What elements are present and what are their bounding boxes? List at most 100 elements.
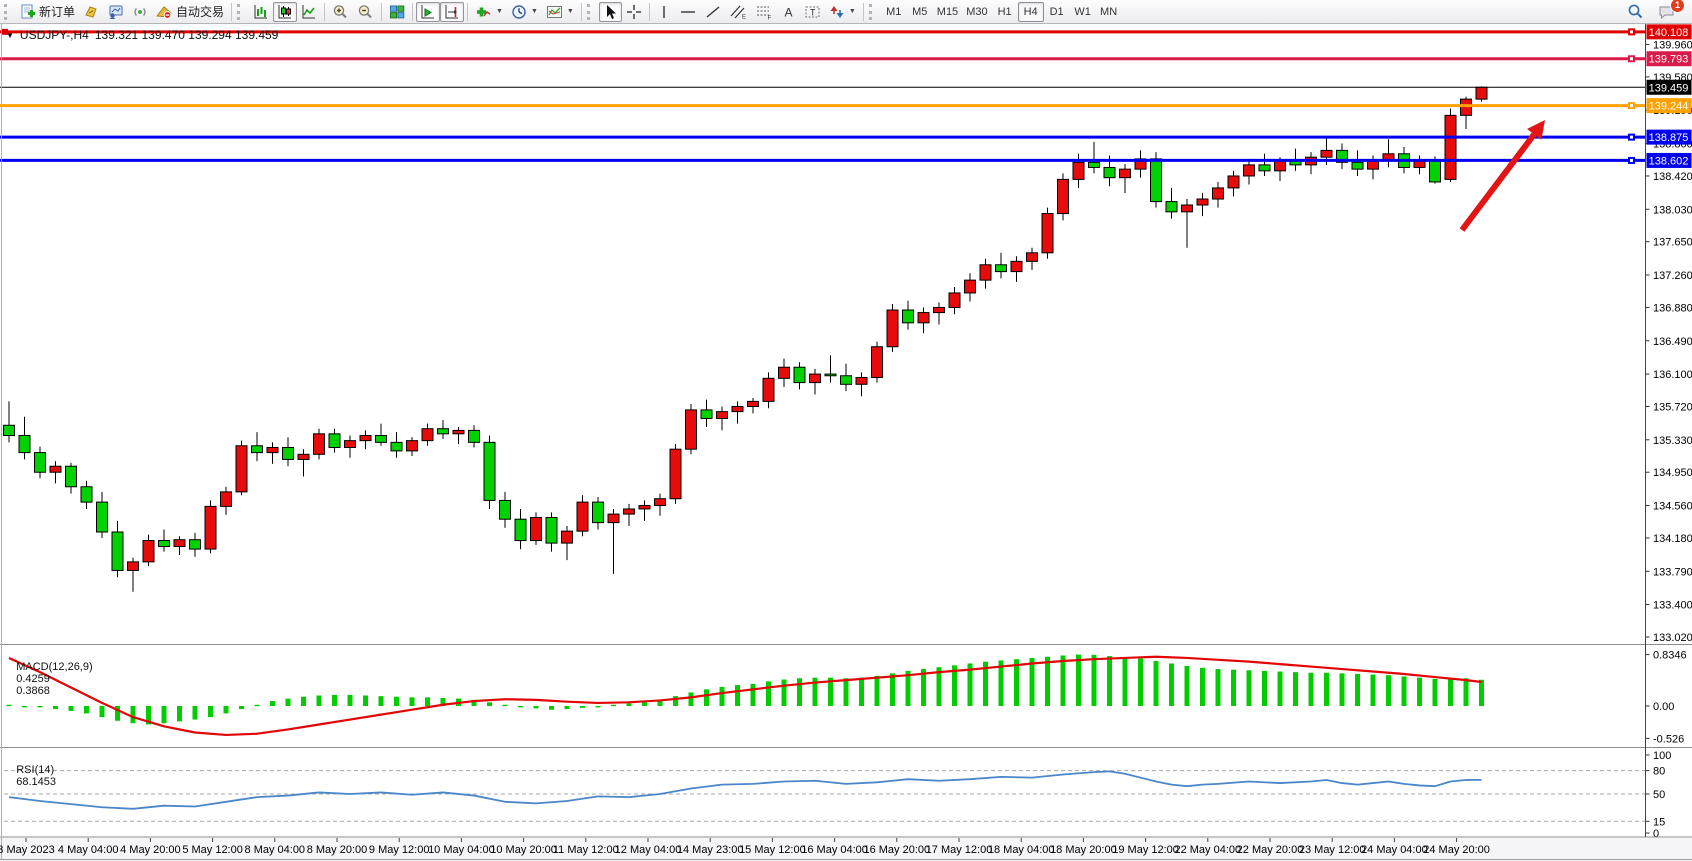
signals-icon [134,7,146,16]
macd-histogram-bar [967,663,973,706]
timeframe-m5-button[interactable]: M5 [907,2,933,22]
zoom-in-icon [333,4,347,18]
candle-bull [778,366,790,379]
timeframe-m1-button[interactable]: M1 [881,2,907,22]
periods-button[interactable]: ▼ [507,2,542,22]
toolbar-separator [580,2,582,21]
tile-windows-button[interactable] [385,2,409,22]
time-label: 15 May 12:00 [739,844,806,856]
macd-histogram-bar [316,695,322,706]
svg-text:136.490: 136.490 [1653,336,1692,348]
autotrading-label: 自动交易 [176,5,225,19]
candle-bear [1336,149,1348,163]
macd-histogram-bar [1308,672,1314,706]
time-label: 19 May 12:00 [1112,844,1179,856]
vertical-line-tool-button[interactable] [653,2,675,22]
vertical-line-icon [663,5,665,18]
svg-text:138.420: 138.420 [1653,171,1692,183]
time-label: 18 May 20:00 [1050,844,1117,856]
periods-clock-icon [512,4,526,19]
chart-symbol-period: USDJPY-,H4 [19,28,89,42]
chart-dropdown-icon[interactable]: ▼ [6,30,14,40]
candle-bull [173,539,186,548]
time-label: 22 May 20:00 [1237,844,1304,856]
auto-scroll-icon [421,4,435,18]
bar-chart-button[interactable] [249,2,273,22]
macd-histogram-bar [394,696,399,706]
fibonacci-tool-button[interactable]: F [751,2,777,22]
timeframe-h4-button[interactable]: H4 [1017,1,1044,22]
macd-histogram-bar [859,677,864,706]
price-label-badge [1646,79,1692,95]
notifications-button[interactable]: 1 [1654,0,1685,22]
price-label-badge [1646,129,1692,145]
macd-histogram-bar [828,677,833,706]
crosshair-tool-button[interactable] [622,2,646,22]
macd-histogram-bar [53,706,58,710]
timeframe-m15-button[interactable]: M15 [933,2,962,22]
market-watch-button[interactable] [103,2,128,22]
candlestick-chart-button[interactable] [273,1,298,22]
macd-histogram-bar [1293,672,1298,706]
svg-text:138.875: 138.875 [1649,132,1689,144]
time-label: 8 May 04:00 [245,844,306,856]
new-chart-icon [85,5,97,18]
candle-bear [328,433,341,448]
macd-histogram-bar [611,704,616,707]
templates-button[interactable]: ▼ [542,2,578,22]
candle-bull [1134,158,1147,170]
arrows-tool-button[interactable]: ▼ [825,2,860,22]
candle-bull [297,453,310,460]
equidistant-channel-tool-button[interactable]: E [725,2,751,22]
candle-bull [747,400,759,407]
macd-histogram-bar [983,661,988,706]
candle-bull [204,505,217,550]
new-chart-button[interactable] [79,2,103,22]
candle-bear [111,531,124,571]
svg-text:E: E [742,14,746,20]
timeframe-mn-button[interactable]: MN [1096,2,1122,22]
chart-shift-button[interactable] [440,1,465,22]
rsi-indicator-label: RSI(14) 68.1453 [4,752,56,800]
price-lines[interactable] [0,28,1646,164]
time-label: 23 May 12:00 [1299,844,1366,856]
chart-canvas[interactable]: 139.960139.580139.190138.800138.420138.0… [0,24,1692,861]
timeframe-m30-button[interactable]: M30 [962,2,991,22]
macd-histogram-bar [657,699,663,706]
timeframe-d1-button[interactable]: D1 [1044,2,1070,22]
fibonacci-icon: F [756,6,771,20]
macd-histogram-bar [673,696,678,706]
macd-histogram-bar [735,685,740,706]
search-button[interactable] [1623,2,1648,22]
macd-histogram-bar [564,706,570,710]
chart-area[interactable]: 139.960139.580139.190138.800138.420138.0… [0,24,1692,861]
macd-histogram-bar [1432,678,1438,706]
auto-scroll-button[interactable] [416,1,441,22]
text-label-tool-button[interactable]: T [800,2,825,22]
cursor-tool-button[interactable] [598,1,622,22]
macd-histogram-bar [270,701,275,706]
line-chart-button[interactable] [297,2,321,22]
trendline-tool-button[interactable] [701,2,725,22]
candle-bull [142,540,155,563]
candle-bull [607,513,620,524]
text-tool-button[interactable]: A [777,2,800,22]
signals-button[interactable] [128,2,152,22]
trendline-icon [706,5,720,18]
macd-histogram-bar [223,706,229,714]
trend-arrow-annotation[interactable] [1459,120,1545,232]
periods-dropdown-caret: ▼ [530,8,538,15]
rsi-line [8,770,1482,810]
indicators-button[interactable]: ▼ [471,2,507,22]
timeframe-w1-button[interactable]: W1 [1070,2,1096,22]
timeframe-h1-button[interactable]: H1 [992,2,1018,22]
autotrading-button[interactable]: 自动交易 [152,2,228,22]
new-order-button[interactable]: 新订单 [16,2,79,22]
zoom-in-button[interactable] [328,2,353,22]
macd-histogram-bar [1324,672,1329,706]
candle-bull [1274,160,1286,172]
macd-histogram-bar [719,686,725,706]
zoom-out-button[interactable] [353,2,378,22]
horizontal-line-tool-button[interactable] [675,2,701,22]
candle-bull [685,409,697,450]
